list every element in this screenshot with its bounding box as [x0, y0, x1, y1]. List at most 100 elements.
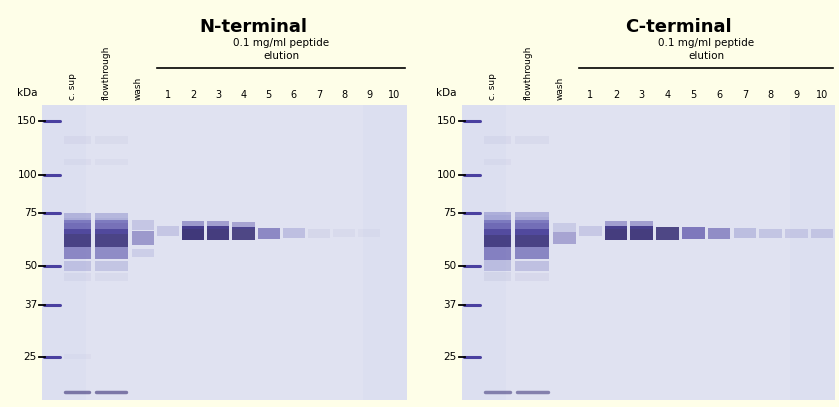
Bar	[553, 223, 576, 232]
Text: N-terminal: N-terminal	[200, 18, 308, 36]
Bar	[483, 159, 511, 165]
Bar	[283, 228, 305, 239]
Bar	[95, 213, 128, 223]
Text: 37: 37	[443, 300, 456, 310]
Bar	[308, 229, 330, 238]
Bar	[785, 229, 808, 238]
Text: C-terminal: C-terminal	[625, 18, 732, 36]
Text: 7: 7	[315, 90, 322, 100]
Bar	[483, 247, 511, 260]
Bar	[132, 249, 154, 257]
Text: wash: wash	[555, 77, 565, 100]
Bar	[506, 105, 790, 400]
Text: 100: 100	[18, 170, 37, 180]
Bar	[64, 217, 91, 258]
Bar	[483, 136, 511, 144]
Bar	[95, 247, 128, 259]
Text: kDa: kDa	[436, 88, 456, 98]
Bar	[95, 261, 128, 271]
Text: 50: 50	[443, 261, 456, 271]
Bar	[232, 222, 254, 229]
Bar	[64, 354, 91, 359]
Text: 25: 25	[23, 352, 37, 362]
Text: 3: 3	[638, 90, 645, 100]
Bar	[515, 212, 550, 223]
Bar	[483, 260, 511, 271]
Bar	[64, 136, 91, 144]
Text: 25: 25	[443, 352, 456, 362]
Bar	[630, 221, 653, 230]
Text: 6: 6	[291, 90, 297, 100]
Bar	[483, 215, 511, 260]
Bar	[553, 232, 576, 243]
Text: 50: 50	[23, 261, 37, 271]
Text: 8: 8	[341, 90, 347, 100]
Bar	[157, 226, 179, 236]
Text: 9: 9	[794, 90, 800, 100]
Bar	[733, 228, 756, 239]
Bar	[258, 228, 279, 239]
Bar	[682, 228, 705, 239]
Bar	[95, 228, 128, 247]
Bar	[483, 228, 511, 247]
Bar	[42, 105, 407, 400]
Bar	[630, 226, 653, 241]
Bar	[515, 247, 550, 259]
Text: 1: 1	[164, 90, 171, 100]
Text: c. sup: c. sup	[488, 73, 498, 100]
Bar	[95, 217, 128, 258]
Bar	[182, 221, 204, 230]
Bar	[515, 217, 550, 258]
Bar	[132, 230, 154, 245]
Bar	[64, 220, 91, 234]
Text: 4: 4	[664, 90, 670, 100]
Text: 4: 4	[241, 90, 247, 100]
Text: 3: 3	[215, 90, 221, 100]
Bar	[95, 159, 128, 165]
Text: 75: 75	[23, 208, 37, 217]
Bar	[333, 230, 355, 237]
Bar	[207, 226, 229, 241]
Text: 1: 1	[587, 90, 593, 100]
Text: 7: 7	[742, 90, 748, 100]
Bar	[515, 273, 550, 281]
Bar	[810, 229, 833, 238]
Bar	[579, 226, 602, 236]
Text: flowthrough: flowthrough	[102, 46, 112, 100]
Text: kDa: kDa	[17, 88, 37, 98]
Text: 150: 150	[18, 116, 37, 127]
Bar	[515, 220, 550, 235]
Bar	[708, 228, 731, 239]
Bar	[64, 261, 91, 271]
Text: 37: 37	[23, 300, 37, 310]
Bar	[461, 105, 835, 400]
Text: 5: 5	[265, 90, 272, 100]
Bar	[95, 220, 128, 234]
Text: 75: 75	[443, 208, 456, 217]
Bar	[483, 220, 511, 235]
Text: 2: 2	[190, 90, 196, 100]
Bar	[759, 229, 782, 238]
Bar	[64, 213, 91, 223]
Text: 100: 100	[437, 170, 456, 180]
Bar	[656, 227, 679, 240]
Text: flowthrough: flowthrough	[524, 46, 532, 100]
Bar	[64, 228, 91, 247]
Bar	[515, 261, 550, 271]
Bar	[64, 159, 91, 165]
Text: 8: 8	[768, 90, 774, 100]
Bar	[515, 228, 550, 247]
Text: 150: 150	[437, 116, 456, 127]
Text: 0.1 mg/ml peptide
elution: 0.1 mg/ml peptide elution	[233, 38, 329, 61]
Bar	[64, 247, 91, 259]
Bar	[483, 212, 511, 223]
Text: c. sup: c. sup	[68, 73, 77, 100]
Text: 10: 10	[388, 90, 401, 100]
Bar	[64, 273, 91, 281]
Bar	[358, 230, 380, 237]
Text: wash: wash	[133, 77, 143, 100]
Bar	[95, 136, 128, 144]
Bar	[132, 220, 154, 230]
Bar	[207, 221, 229, 230]
Bar	[182, 226, 204, 241]
